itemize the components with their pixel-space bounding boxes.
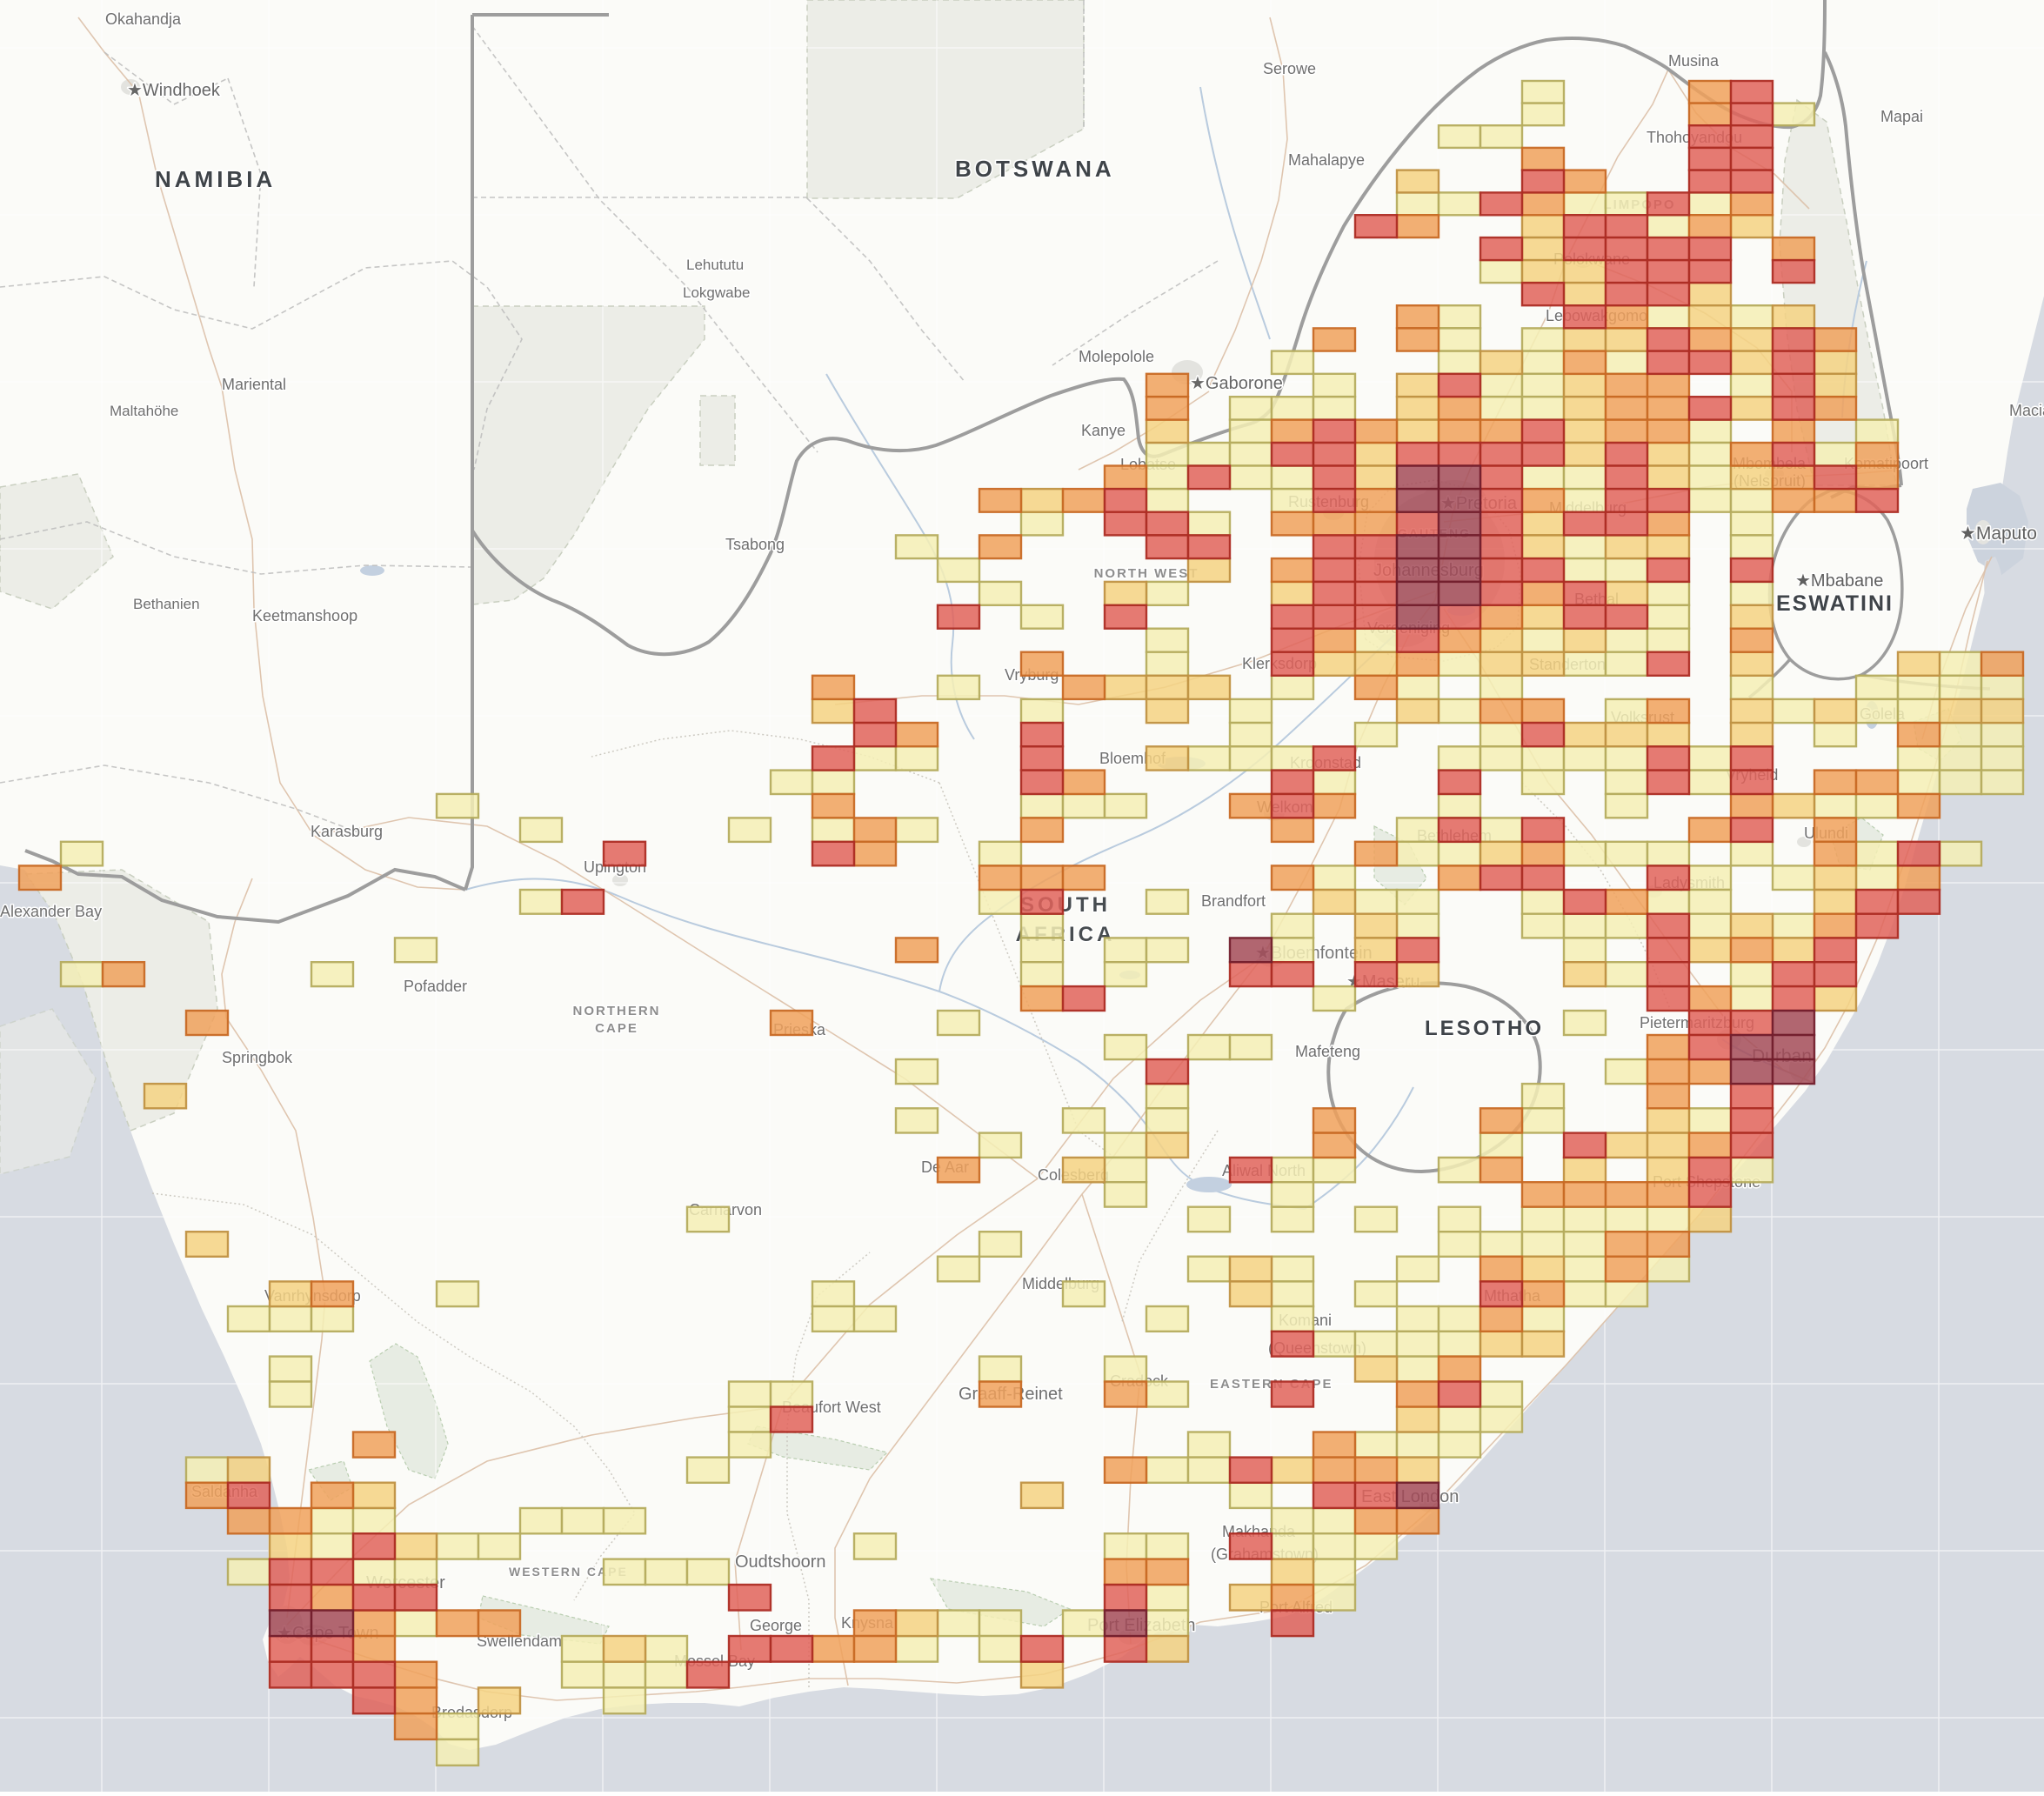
svg-text:Karasburg: Karasburg <box>311 823 383 840</box>
svg-text:NORTH WEST: NORTH WEST <box>1094 566 1199 581</box>
svg-text:Brandfort: Brandfort <box>1201 892 1266 910</box>
svg-text:Mafeteng: Mafeteng <box>1295 1043 1360 1060</box>
svg-text:LESOTHO: LESOTHO <box>1425 1017 1544 1040</box>
svg-text:Oudtshoorn: Oudtshoorn <box>735 1552 826 1572</box>
svg-text:Lokgwabe: Lokgwabe <box>683 284 751 301</box>
svg-text:Molepolole: Molepolole <box>1079 348 1154 365</box>
svg-text:Lehututu: Lehututu <box>686 257 744 273</box>
svg-text:Pofadder: Pofadder <box>404 978 467 995</box>
svg-text:CAPE: CAPE <box>595 1021 638 1036</box>
svg-text:Alexander Bay: Alexander Bay <box>0 903 102 920</box>
svg-text:Musina: Musina <box>1668 52 1720 70</box>
svg-text:Keetmanshoop: Keetmanshoop <box>252 607 357 624</box>
svg-text:Tsabong: Tsabong <box>725 536 785 553</box>
svg-text:Serowe: Serowe <box>1263 60 1316 77</box>
svg-text:BOTSWANA: BOTSWANA <box>955 156 1115 182</box>
svg-text:NAMIBIA: NAMIBIA <box>155 166 276 192</box>
svg-text:Kanye: Kanye <box>1081 422 1126 439</box>
svg-text:Springbok: Springbok <box>222 1049 293 1066</box>
svg-text:Maltahöhe: Maltahöhe <box>110 403 178 419</box>
svg-text:★Mbabane: ★Mbabane <box>1795 571 1883 591</box>
svg-text:★Windhoek: ★Windhoek <box>127 81 221 100</box>
svg-text:Macia: Macia <box>2009 402 2044 419</box>
svg-text:★Gaborone: ★Gaborone <box>1190 374 1283 393</box>
svg-text:Mapai: Mapai <box>1880 108 1923 125</box>
svg-text:NORTHERN: NORTHERN <box>573 1004 661 1018</box>
svg-text:Okahandja: Okahandja <box>105 10 182 28</box>
svg-text:ESWATINI: ESWATINI <box>1776 591 1894 616</box>
svg-text:★Maputo: ★Maputo <box>1960 524 2037 544</box>
svg-text:Mariental: Mariental <box>222 376 286 393</box>
svg-text:George: George <box>750 1617 802 1634</box>
svg-text:Bethanien: Bethanien <box>133 596 200 612</box>
svg-text:Mahalapye: Mahalapye <box>1288 151 1365 169</box>
svg-text:WESTERN CAPE: WESTERN CAPE <box>509 1565 628 1579</box>
